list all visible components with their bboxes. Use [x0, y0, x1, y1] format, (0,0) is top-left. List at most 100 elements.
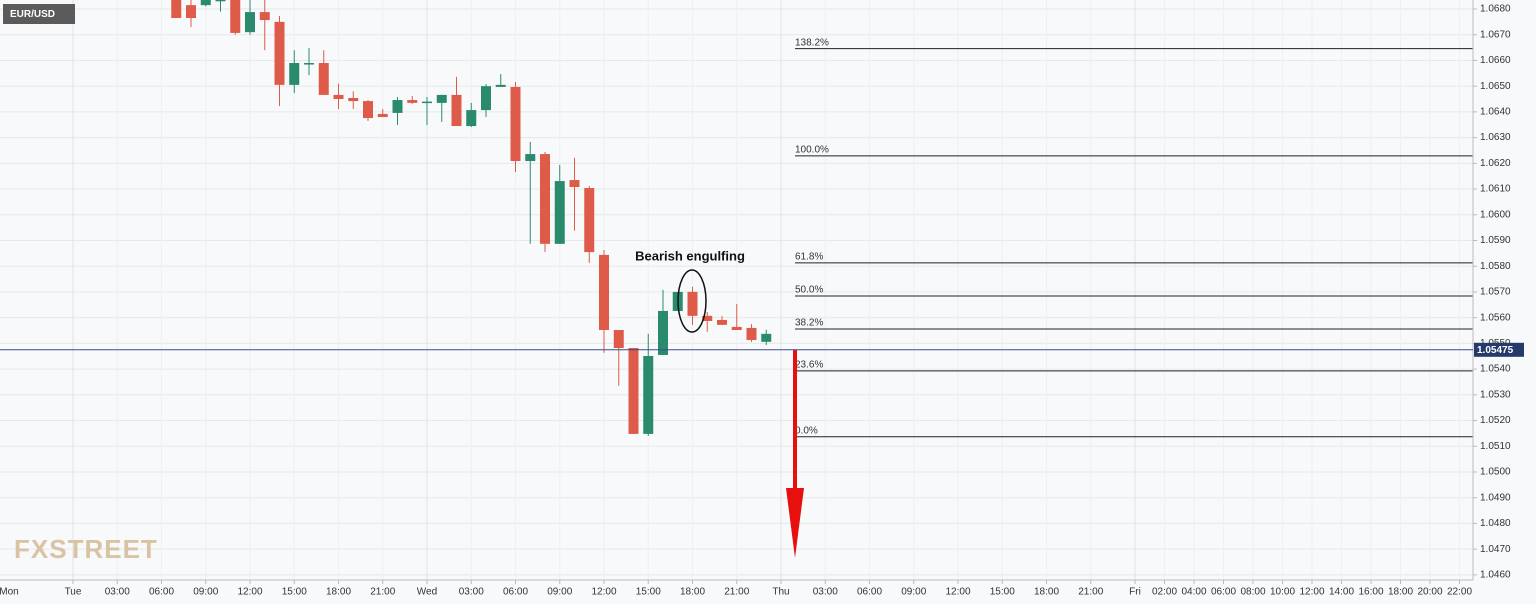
y-tick-label: 1.0600 [1480, 209, 1511, 220]
y-tick-label: 1.0590 [1480, 235, 1511, 246]
y-tick-label: 1.0610 [1480, 184, 1511, 195]
y-tick-label: 1.0630 [1480, 132, 1511, 143]
y-tick-label: 1.0580 [1480, 261, 1511, 272]
candle-body [274, 21, 285, 85]
candle-body [407, 100, 418, 103]
candle-body [215, 0, 226, 2]
candle-body [687, 291, 698, 316]
candle-body [392, 100, 403, 113]
candle-body [525, 154, 536, 162]
fib-label: 0.0% [795, 425, 818, 436]
y-tick-label: 1.0640 [1480, 107, 1511, 118]
candle-body [510, 86, 521, 162]
candle-body [481, 86, 491, 111]
y-tick-label: 1.0660 [1480, 55, 1511, 66]
x-tick-label: 02:00 [1152, 587, 1177, 598]
x-tick-label: 12:00 [1299, 587, 1324, 598]
x-tick-label: 20:00 [1417, 587, 1442, 598]
x-tick-label: 15:00 [282, 587, 307, 598]
y-tick-label: 1.0460 [1480, 569, 1511, 580]
chart-title: EUR/USD [10, 9, 55, 20]
fib-label: 23.6% [795, 360, 823, 371]
candle-body [554, 181, 565, 244]
candle-body [363, 101, 373, 119]
y-tick-label: 1.0540 [1480, 364, 1511, 375]
x-tick-label: 04:00 [1181, 587, 1206, 598]
x-tick-label: 06:00 [503, 587, 528, 598]
x-tick-label: 18:00 [1034, 587, 1059, 598]
watermark: FXSTREET [14, 534, 158, 564]
y-tick-label: 1.0490 [1480, 492, 1511, 503]
candle-body [569, 180, 580, 187]
candle-body [613, 329, 624, 348]
x-tick-label: 22:00 [1447, 587, 1472, 598]
annotation: Bearish engulfing [635, 248, 745, 263]
x-tick-label: 21:00 [724, 587, 749, 598]
title-box [3, 4, 75, 24]
x-tick-label: 12:00 [591, 587, 616, 598]
x-tick-label: 14:00 [1329, 587, 1354, 598]
candle-body [289, 63, 300, 85]
candle-body [451, 94, 462, 127]
fibonacci: 138.2% 100.0% 61.8% 50.0% 38.2% 23.6% 0.0% [795, 37, 1473, 438]
candle-body [702, 315, 713, 321]
x-tick-label: Mon [0, 587, 19, 598]
candle-body [658, 310, 668, 355]
candle-body [422, 101, 432, 104]
x-tick-label: 10:00 [1270, 587, 1295, 598]
last-price: 1.05475 [0, 342, 1524, 357]
y-tick-label: 1.0570 [1480, 287, 1511, 298]
fib-label: 50.0% [795, 285, 823, 296]
x-tick-label: 03:00 [813, 587, 838, 598]
x-tick-label: 18:00 [680, 587, 705, 598]
y-tick-label: 1.0620 [1480, 158, 1511, 169]
candle-body [540, 154, 550, 244]
candle-body [466, 110, 477, 127]
fib-label: 138.2% [795, 37, 829, 48]
y-tick-label: 1.0650 [1480, 81, 1511, 92]
candle-body [318, 63, 329, 95]
candle-body [245, 12, 255, 33]
x-tick-label: 03:00 [105, 587, 130, 598]
candle-body [761, 333, 772, 342]
candle-body [584, 188, 595, 253]
candle-body [333, 94, 344, 100]
x-tick-label: Wed [417, 587, 437, 598]
candle-body [259, 12, 270, 21]
candle-body [436, 94, 447, 103]
candle-body [377, 113, 388, 118]
y-tick-label: 1.0480 [1480, 518, 1511, 529]
last-price-box [1474, 342, 1524, 357]
x-tick-label: 21:00 [370, 587, 395, 598]
fib-label: 38.2% [795, 318, 823, 329]
x-tick-label: 06:00 [149, 587, 174, 598]
candle-body [171, 0, 182, 19]
candles [171, 0, 772, 436]
x-tick-label: 08:00 [1240, 587, 1265, 598]
x-tick-label: Tue [65, 587, 82, 598]
x-tick-label: 18:00 [1388, 587, 1413, 598]
x-tick-label: 15:00 [636, 587, 661, 598]
x-tick-label: 21:00 [1078, 587, 1103, 598]
candle-body [599, 254, 609, 330]
arrow-head [786, 488, 804, 558]
y-tick-label: 1.0510 [1480, 441, 1511, 452]
x-tick-label: 03:00 [459, 587, 484, 598]
y-tick-label: 1.0520 [1480, 415, 1511, 426]
x-tick-label: 09:00 [901, 587, 926, 598]
fib-label: 61.8% [795, 252, 823, 263]
x-tick-label: 06:00 [1211, 587, 1236, 598]
candle-body [495, 84, 506, 87]
x-tick-label: 12:00 [945, 587, 970, 598]
candle-body [731, 326, 742, 330]
candle-body [230, 0, 241, 33]
y-tick-label: 1.0560 [1480, 312, 1511, 323]
candle-body [186, 5, 196, 19]
last-price-label: 1.05475 [1477, 345, 1514, 356]
y-tick-label: 1.0670 [1480, 29, 1511, 40]
y-tick-label: 1.0470 [1480, 544, 1511, 555]
candle-body [304, 63, 314, 65]
